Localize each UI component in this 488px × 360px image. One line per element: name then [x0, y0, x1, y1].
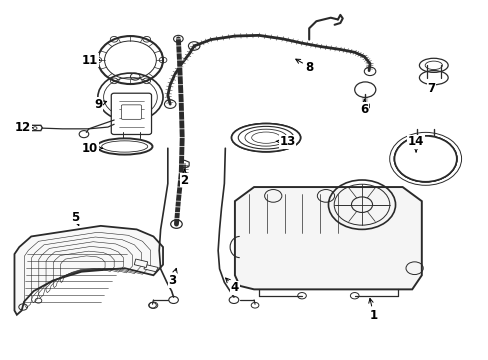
- Polygon shape: [134, 259, 147, 267]
- Text: 8: 8: [295, 59, 313, 73]
- Text: 11: 11: [82, 54, 100, 67]
- Text: 12: 12: [15, 121, 33, 134]
- Ellipse shape: [231, 123, 300, 152]
- Text: 5: 5: [71, 211, 79, 226]
- Text: 4: 4: [225, 278, 239, 294]
- Polygon shape: [180, 160, 189, 168]
- Text: 13: 13: [276, 135, 295, 148]
- Text: 14: 14: [407, 135, 424, 152]
- Polygon shape: [234, 187, 421, 289]
- Text: 10: 10: [82, 142, 102, 155]
- Polygon shape: [30, 125, 42, 131]
- Polygon shape: [143, 265, 158, 272]
- Text: 1: 1: [368, 298, 377, 322]
- Text: 9: 9: [94, 98, 106, 111]
- Text: 7: 7: [427, 82, 435, 95]
- Text: 2: 2: [180, 170, 188, 186]
- Text: 6: 6: [360, 99, 367, 116]
- Circle shape: [394, 136, 456, 182]
- Text: 3: 3: [168, 268, 177, 287]
- Polygon shape: [15, 226, 163, 315]
- Polygon shape: [360, 102, 368, 109]
- FancyBboxPatch shape: [111, 93, 151, 135]
- FancyBboxPatch shape: [121, 105, 141, 119]
